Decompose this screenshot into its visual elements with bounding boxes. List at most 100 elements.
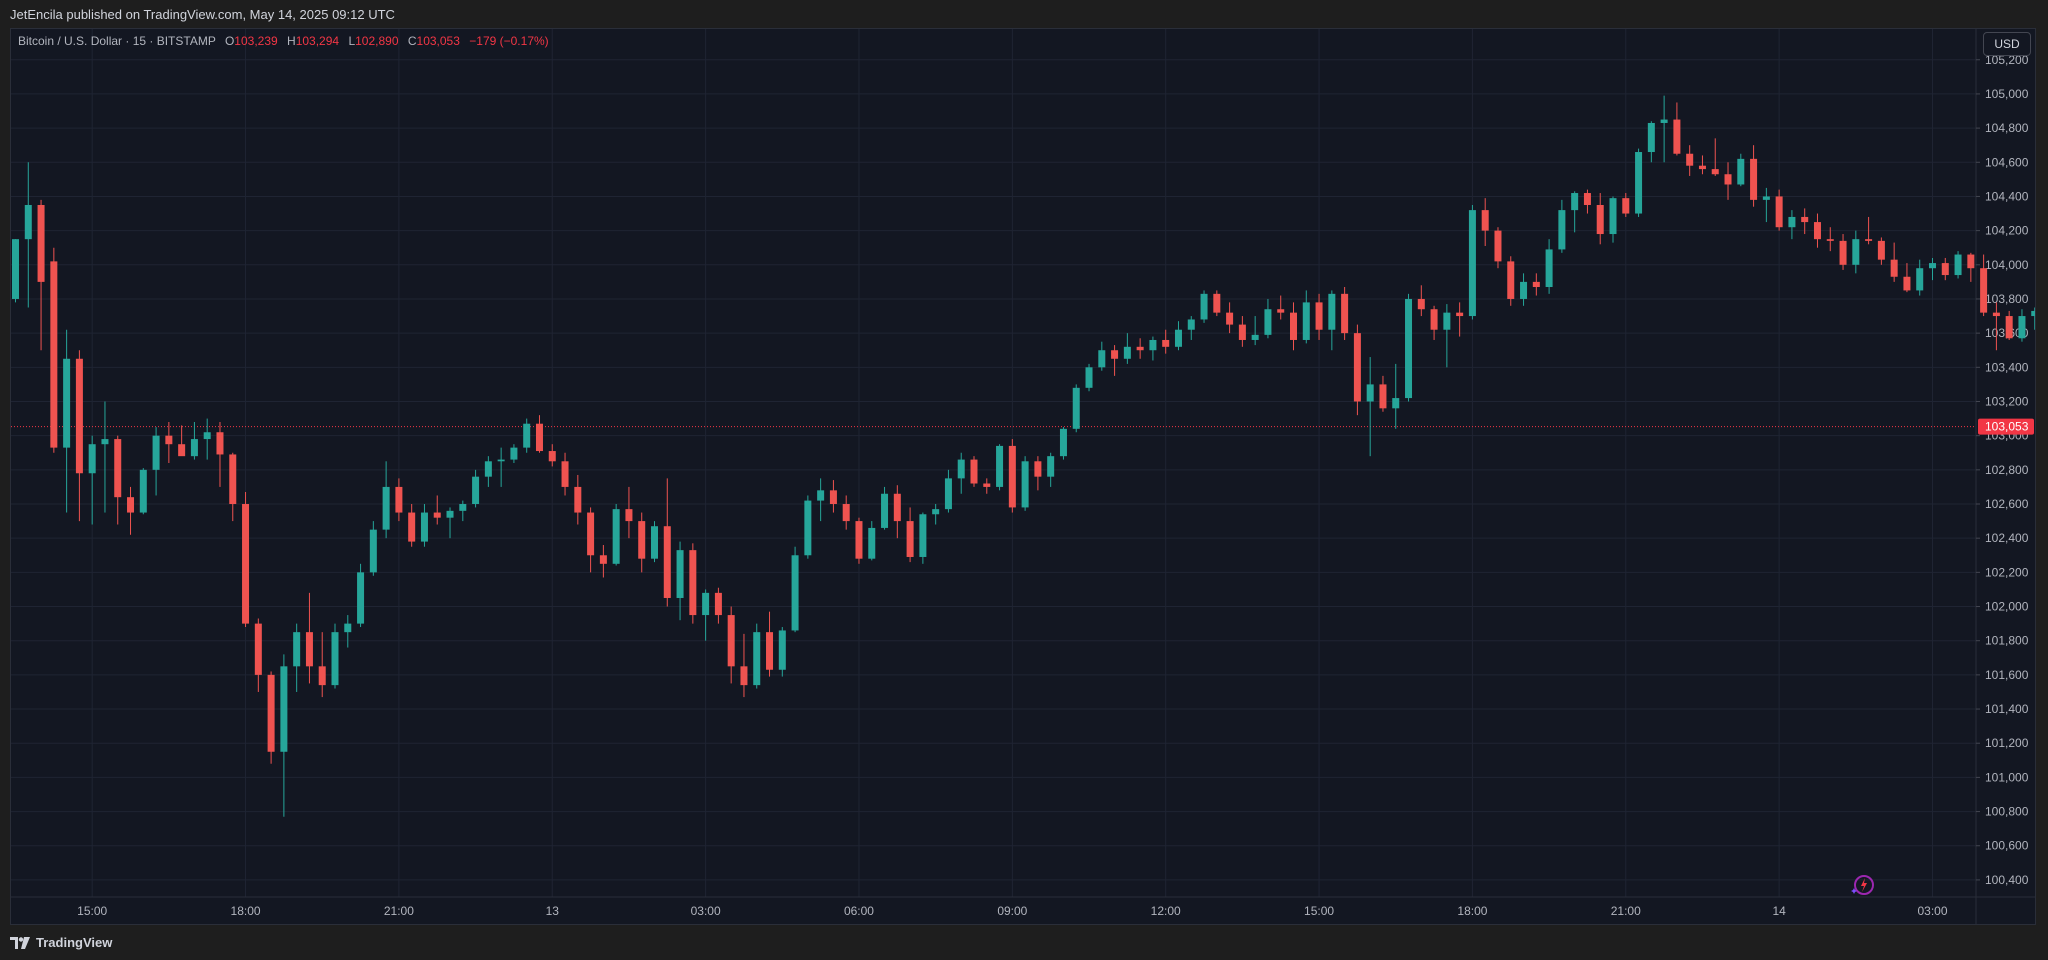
candle (1443, 304, 1451, 368)
candle (63, 329, 71, 513)
candle-body (804, 500, 812, 556)
candle (497, 447, 505, 487)
candle (1226, 302, 1234, 334)
close-value: 103,053 (416, 34, 460, 48)
candle-body (1826, 239, 1834, 241)
currency-button[interactable]: USD (1983, 32, 2031, 56)
candle-body (1315, 302, 1323, 330)
candle-body (1724, 174, 1732, 185)
symbol-legend[interactable]: Bitcoin / U.S. Dollar · 15 · BITSTAMP O1… (18, 34, 549, 48)
candle (1762, 187, 1770, 223)
candle-body (1916, 268, 1924, 291)
candle-body (408, 512, 416, 542)
candle (484, 456, 492, 487)
candle-body (1136, 346, 1144, 351)
candle (1405, 293, 1413, 402)
price-axis[interactable]: 100,400 100,600 100,800 101,000 101,200 101,4… (1975, 29, 2029, 925)
sparkle-icon[interactable] (1850, 872, 1876, 898)
candle-body (2005, 316, 2013, 339)
candle (127, 486, 135, 535)
time-axis[interactable]: 15:00 18:00 21:00 13 03:00 06:00 09:00 12:00 15:… (11, 896, 2036, 918)
candle (599, 545, 607, 578)
candle-body (1290, 312, 1297, 340)
candle-body (1494, 230, 1502, 262)
tradingview-brand[interactable]: TradingView (10, 935, 112, 950)
candle (1545, 239, 1553, 294)
candle-body (1251, 334, 1259, 340)
candle (1059, 427, 1067, 460)
change-value: −179 (−0.17%) (469, 34, 549, 48)
candle (663, 478, 671, 607)
candle (1686, 145, 1694, 176)
candle (919, 512, 927, 564)
candle-body (1520, 281, 1528, 299)
candle-body (1302, 302, 1310, 340)
candle (242, 492, 250, 628)
time-tick-label: 14 (1772, 904, 1786, 918)
candle (229, 452, 237, 522)
candle (753, 623, 761, 689)
candle (1660, 95, 1668, 163)
candle-body (1328, 293, 1336, 330)
candle (1775, 189, 1783, 231)
candle (369, 521, 377, 576)
candle-body (1264, 309, 1272, 335)
price-tick-label: 100,600 (1985, 839, 2029, 853)
candle-body (178, 444, 186, 457)
candle (318, 632, 326, 698)
candle-body (944, 478, 952, 510)
candle (778, 627, 786, 677)
candle-body (331, 632, 339, 686)
candle-body (1890, 259, 1898, 277)
time-tick-label: 03:00 (1917, 904, 1947, 918)
candle (868, 521, 876, 561)
candle-body (778, 630, 786, 670)
candle-body (1226, 312, 1234, 325)
candle-body (280, 666, 288, 752)
candle-body (395, 486, 403, 513)
candle-body (369, 529, 377, 573)
time-tick-label: 03:00 (691, 904, 721, 918)
candle (829, 480, 837, 513)
candle-body (842, 504, 850, 522)
candle-body (1366, 384, 1374, 402)
candle (459, 500, 467, 522)
candle (1034, 456, 1042, 491)
candle-body (714, 592, 722, 616)
candle-body (791, 555, 799, 631)
candle-body (1750, 158, 1758, 200)
candle (2018, 309, 2026, 342)
candle-body (88, 444, 96, 474)
candle (842, 495, 850, 530)
time-tick-label: 12:00 (1151, 904, 1181, 918)
candle-body (1238, 324, 1246, 340)
candle (420, 504, 428, 547)
candle-body (535, 423, 543, 452)
candle (165, 421, 173, 463)
candle (37, 199, 45, 351)
footer-bar (0, 926, 2048, 960)
candle (970, 456, 978, 487)
candle (293, 623, 301, 692)
candle (1494, 227, 1502, 269)
candle (1047, 452, 1055, 487)
candle (766, 611, 774, 677)
candle (1328, 290, 1336, 351)
candle (203, 418, 211, 460)
candle (344, 615, 352, 648)
candle (1264, 298, 1272, 339)
price-tick-label: 104,400 (1985, 189, 2029, 203)
candle-body (382, 486, 390, 530)
candle (1072, 384, 1080, 433)
candle-body (1353, 333, 1361, 402)
candlestick-chart[interactable]: 100,400 100,600 100,800 101,000 101,200 101,4… (11, 29, 2036, 925)
candle (216, 421, 224, 487)
candle (1992, 302, 2000, 351)
candle-body (1021, 461, 1029, 508)
time-tick-label: 21:00 (1611, 904, 1641, 918)
candle-body (1852, 239, 1860, 265)
candle-body (1277, 309, 1285, 313)
candle-body (1379, 384, 1387, 409)
chart-panel[interactable]: 100,400 100,600 100,800 101,000 101,200 101,4… (10, 28, 2036, 925)
candle-body (1200, 293, 1208, 320)
